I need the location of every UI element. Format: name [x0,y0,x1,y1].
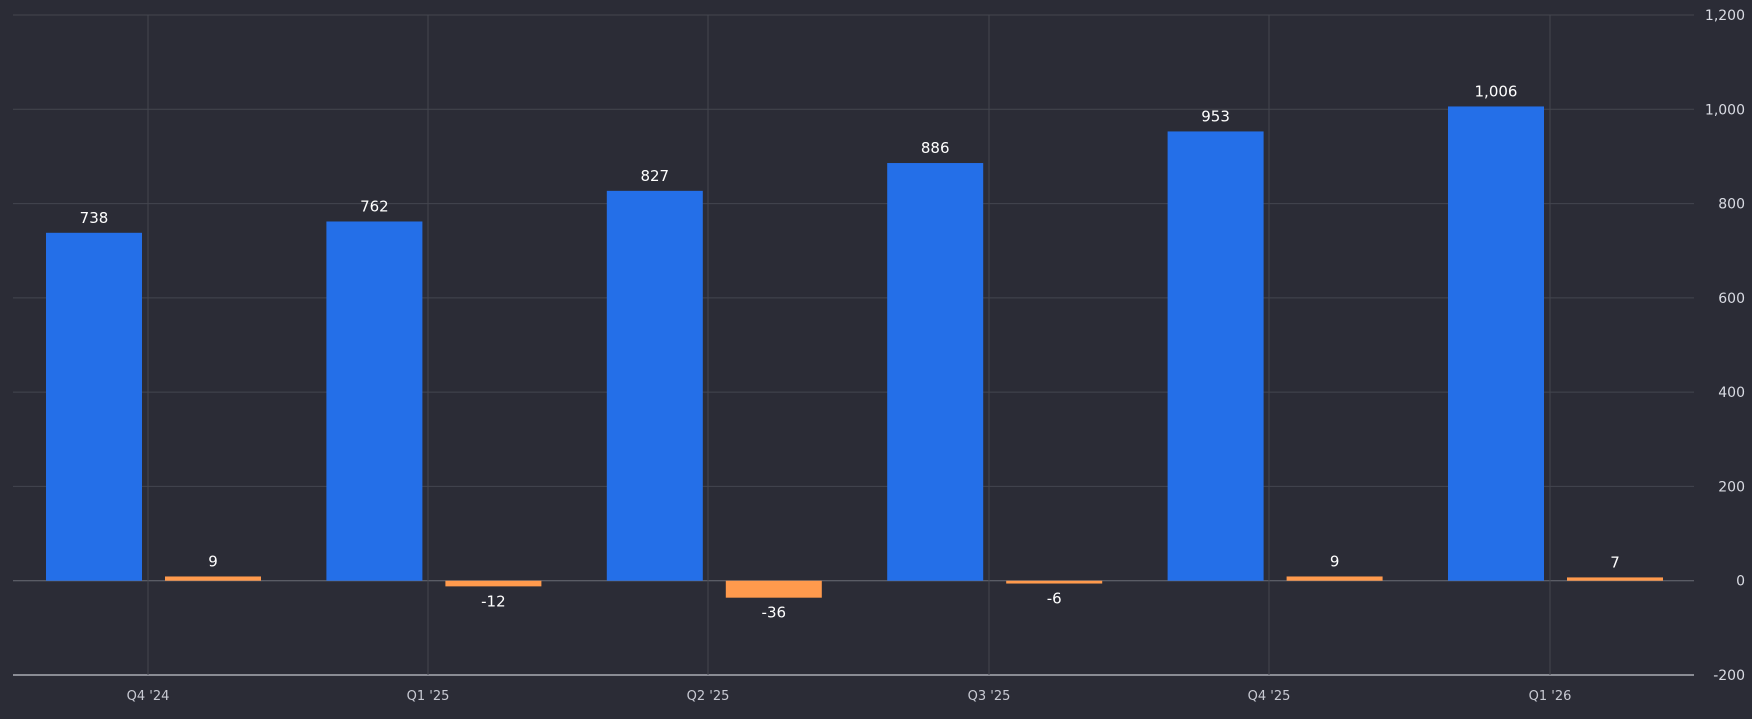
bar-primary[interactable] [1167,131,1264,581]
data-labels: 738 762 827 886 953 1,006 9 -12 -36 -6 9 7 [80,82,1620,621]
bar-primary[interactable] [887,163,984,581]
bar-primary[interactable] [326,221,423,581]
bar-primary[interactable] [1448,106,1544,581]
bars [46,106,1663,598]
y-tick-label: 1,200 [1705,8,1745,24]
data-label: -36 [762,604,787,622]
x-tick-label: Q1 '26 [1529,689,1572,704]
bar-primary[interactable] [606,190,703,581]
x-tick-label: Q4 '25 [1248,689,1291,704]
grid-lines [13,14,1694,676]
data-label: -6 [1047,590,1062,608]
y-tick-label: 800 [1718,197,1745,213]
data-label: 9 [1330,552,1340,570]
data-label: -12 [481,592,506,610]
bar-primary[interactable] [46,232,142,581]
bar-secondary[interactable] [445,580,542,587]
data-label: 1,006 [1475,82,1518,100]
x-tick-label: Q4 '24 [127,689,170,704]
data-label: 827 [640,167,669,185]
data-label: 7 [1610,553,1620,571]
y-tick-label: 0 [1736,574,1745,590]
bar-secondary[interactable] [1006,580,1103,584]
y-tick-label: -200 [1713,668,1745,684]
data-label: 738 [80,209,109,227]
bar-secondary[interactable] [1567,577,1663,581]
x-tick-label: Q3 '25 [968,689,1011,704]
bar-secondary[interactable] [165,576,261,581]
bar-secondary[interactable] [725,580,822,598]
bar-secondary[interactable] [1286,576,1383,581]
data-label: 886 [921,139,950,157]
axes: 1,200 1,000 800 600 400 200 0 -200 Q4 '24 Q1 '25 Q… [127,8,1745,704]
data-label: 9 [208,552,218,570]
y-tick-label: 1,000 [1705,102,1745,118]
x-tick-label: Q2 '25 [687,689,730,704]
x-tick-label: Q1 '25 [407,689,450,704]
y-tick-label: 200 [1718,479,1745,495]
data-label: 762 [360,197,389,215]
data-label: 953 [1201,107,1230,125]
y-tick-label: 600 [1718,291,1745,307]
y-tick-label: 400 [1718,385,1745,401]
